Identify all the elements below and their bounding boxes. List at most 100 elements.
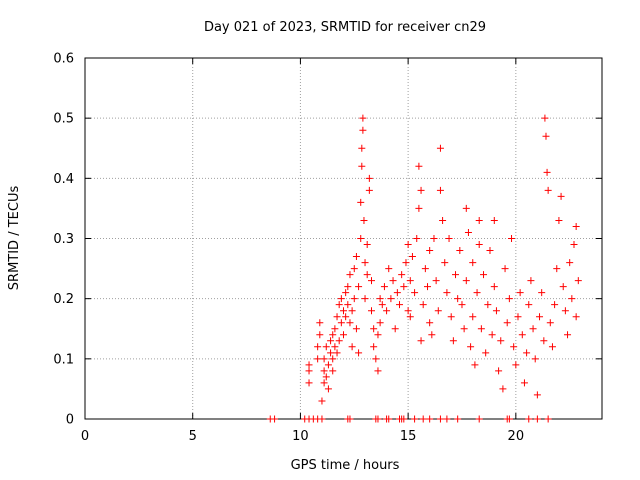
data-point xyxy=(314,355,322,363)
data-point xyxy=(340,307,347,315)
data-point xyxy=(320,355,328,363)
y-tick-label: 0 xyxy=(66,413,74,428)
y-tick-label: 0.1 xyxy=(53,352,74,367)
data-point xyxy=(350,265,358,273)
data-point xyxy=(434,307,442,315)
data-point xyxy=(396,301,404,309)
data-point xyxy=(467,343,475,351)
data-point xyxy=(329,331,337,339)
data-point xyxy=(419,415,427,423)
data-point xyxy=(557,192,565,200)
data-point xyxy=(363,241,371,249)
data-point xyxy=(436,186,444,194)
data-point xyxy=(329,367,337,375)
data-point xyxy=(389,277,397,285)
data-point xyxy=(329,355,337,363)
data-point xyxy=(324,385,332,393)
data-point xyxy=(346,415,354,423)
data-point xyxy=(475,216,483,224)
data-point xyxy=(357,198,365,206)
data-point xyxy=(497,337,505,345)
data-point xyxy=(533,391,541,399)
data-point xyxy=(318,415,326,423)
data-point xyxy=(544,415,552,423)
data-point xyxy=(460,325,468,333)
data-point xyxy=(499,385,507,393)
data-point xyxy=(398,271,406,279)
data-point xyxy=(340,331,347,339)
x-tick-label: 10 xyxy=(292,429,309,444)
data-point xyxy=(415,204,423,212)
data-point xyxy=(551,301,559,309)
y-tick-label: 0.2 xyxy=(53,292,74,307)
data-point xyxy=(508,235,516,242)
data-point xyxy=(559,283,567,291)
data-point xyxy=(415,162,423,170)
x-tick-label: 20 xyxy=(508,429,525,444)
data-point xyxy=(540,337,548,345)
data-point xyxy=(361,295,369,303)
data-point xyxy=(443,289,451,297)
data-point xyxy=(400,415,408,423)
data-point xyxy=(350,295,358,303)
data-point xyxy=(572,222,580,230)
data-point xyxy=(360,216,368,224)
axis-ticks: 0 5 10 15 20 0 0.1 0.2 0.3 0.4 0.5 0.6 xyxy=(53,52,602,444)
data-point xyxy=(400,283,408,291)
data-point xyxy=(543,168,551,176)
data-point xyxy=(456,247,464,255)
data-point xyxy=(314,343,322,351)
data-point xyxy=(333,349,341,357)
data-points xyxy=(266,114,582,423)
data-point xyxy=(564,331,572,339)
data-point xyxy=(406,277,414,285)
y-tick-label: 0.5 xyxy=(53,112,74,127)
data-point xyxy=(344,301,352,309)
data-point xyxy=(355,349,363,357)
data-point xyxy=(531,355,539,363)
data-point xyxy=(324,361,332,369)
data-point xyxy=(458,301,466,309)
data-point xyxy=(417,337,425,345)
data-point xyxy=(374,367,382,375)
data-point xyxy=(471,361,479,369)
data-point xyxy=(305,361,313,369)
data-point xyxy=(378,301,386,309)
data-point xyxy=(561,307,569,315)
data-point xyxy=(421,265,429,273)
data-point xyxy=(344,283,352,291)
data-point xyxy=(475,241,483,249)
data-point xyxy=(426,247,434,255)
data-point xyxy=(544,186,552,194)
data-point xyxy=(469,313,477,321)
data-point xyxy=(538,289,546,297)
data-point xyxy=(348,307,356,315)
data-point xyxy=(331,325,339,333)
data-point xyxy=(452,271,460,279)
data-point xyxy=(443,415,451,423)
data-point xyxy=(529,325,537,333)
x-tick-label: 0 xyxy=(81,429,89,444)
x-tick-label: 5 xyxy=(189,429,197,444)
data-point xyxy=(316,319,324,327)
data-point xyxy=(492,307,500,315)
data-point xyxy=(385,265,393,273)
data-point xyxy=(393,289,401,297)
data-point xyxy=(372,355,380,363)
data-point xyxy=(337,295,345,303)
data-point xyxy=(374,415,382,423)
data-point xyxy=(413,235,421,242)
data-point xyxy=(320,379,328,387)
data-point xyxy=(570,241,578,249)
data-point xyxy=(510,343,518,351)
y-tick-label: 0.3 xyxy=(53,232,74,247)
data-point xyxy=(316,331,324,339)
data-point xyxy=(484,301,492,309)
y-axis-label: SRMTID / TECUs xyxy=(7,186,22,291)
data-point xyxy=(454,415,462,423)
data-point xyxy=(426,415,434,423)
data-point xyxy=(391,325,399,333)
data-point xyxy=(475,415,483,423)
data-point xyxy=(536,313,544,321)
